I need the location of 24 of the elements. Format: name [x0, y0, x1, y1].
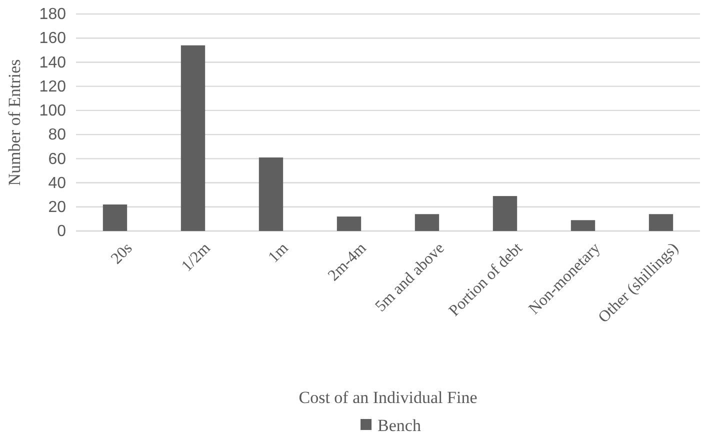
y-tick-label: 120	[39, 78, 66, 96]
y-tick-label: 80	[48, 126, 66, 144]
y-tick-label: 20	[48, 199, 66, 216]
y-tick-label: 60	[48, 150, 66, 168]
x-tick-label: 1m	[265, 239, 292, 266]
bar	[180, 45, 206, 231]
bar	[414, 214, 440, 231]
bar	[336, 216, 362, 231]
legend-label: Bench	[378, 416, 422, 435]
y-tick-label: 100	[39, 102, 66, 120]
y-tick-label: 40	[48, 174, 66, 192]
bar	[258, 157, 284, 231]
bar	[492, 196, 518, 231]
y-tick-label: 180	[39, 6, 66, 24]
bar	[648, 214, 674, 231]
y-axis-title: Number of Entries	[5, 59, 24, 186]
x-axis-title: Cost of an Individual Fine	[298, 388, 478, 407]
y-tick-label: 140	[39, 54, 66, 72]
x-tick-label: 20s	[108, 240, 136, 268]
bar	[102, 204, 128, 231]
y-tick-label: 0	[57, 223, 66, 240]
x-tick-label: 1/2m	[178, 239, 214, 276]
y-tick-label: 160	[39, 30, 66, 48]
bar	[570, 220, 596, 231]
